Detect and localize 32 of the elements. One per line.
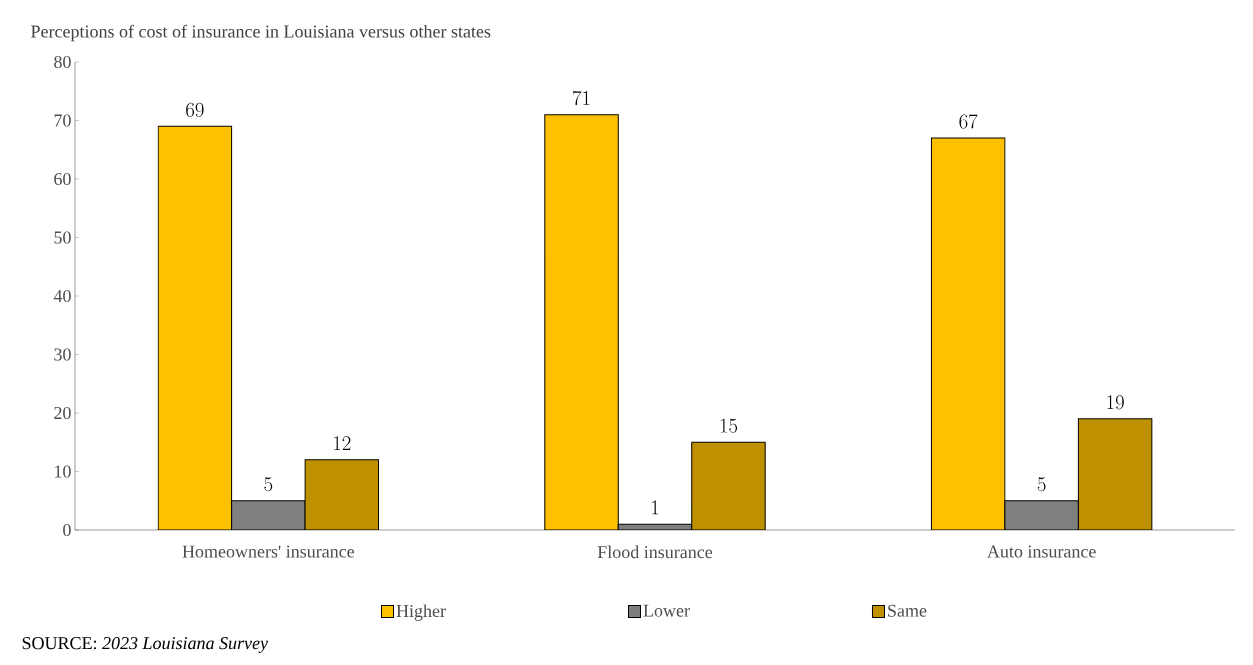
y-tick-label: 20 — [54, 406, 71, 420]
y-tick-label: 40 — [53, 289, 71, 303]
y-tick-label: 80 — [54, 55, 71, 69]
bar — [157, 125, 233, 530]
y-tick-label: 30 — [54, 348, 71, 361]
source-note: SOURCE: 2023 Louisiana Survey — [22, 637, 269, 653]
y-tick-label: 50 — [54, 231, 71, 244]
data-label: 12 — [334, 436, 351, 450]
x-tick-label: Flood insurance — [597, 545, 713, 559]
legend-label: Same — [888, 604, 927, 617]
bar — [930, 137, 1006, 530]
y-tick-label: 10 — [55, 465, 71, 478]
bar — [304, 459, 380, 530]
legend-label: Higher — [396, 604, 446, 621]
y-tick-label: 0 — [63, 523, 71, 537]
y-tick-label: 60 — [54, 172, 71, 186]
bar — [1077, 418, 1153, 530]
bar — [544, 114, 619, 530]
data-label: 5 — [1037, 477, 1046, 492]
x-tick-label: Homeowners' insurance — [182, 545, 355, 558]
x-tick-label: Auto insurance — [987, 545, 1096, 558]
data-label: 5 — [264, 477, 273, 492]
bar — [691, 441, 766, 530]
data-label: 71 — [572, 90, 590, 106]
chart-title: Perceptions of cost of insurance in Louisiana versus other states — [31, 24, 491, 42]
y-tick-label: 70 — [54, 114, 71, 127]
data-label: 69 — [186, 102, 204, 117]
legend-label: Lower — [643, 604, 690, 617]
data-label: 67 — [959, 114, 978, 129]
data-label: 19 — [1107, 395, 1124, 410]
data-label: 15 — [720, 418, 738, 433]
data-label: 1 — [652, 500, 659, 515]
